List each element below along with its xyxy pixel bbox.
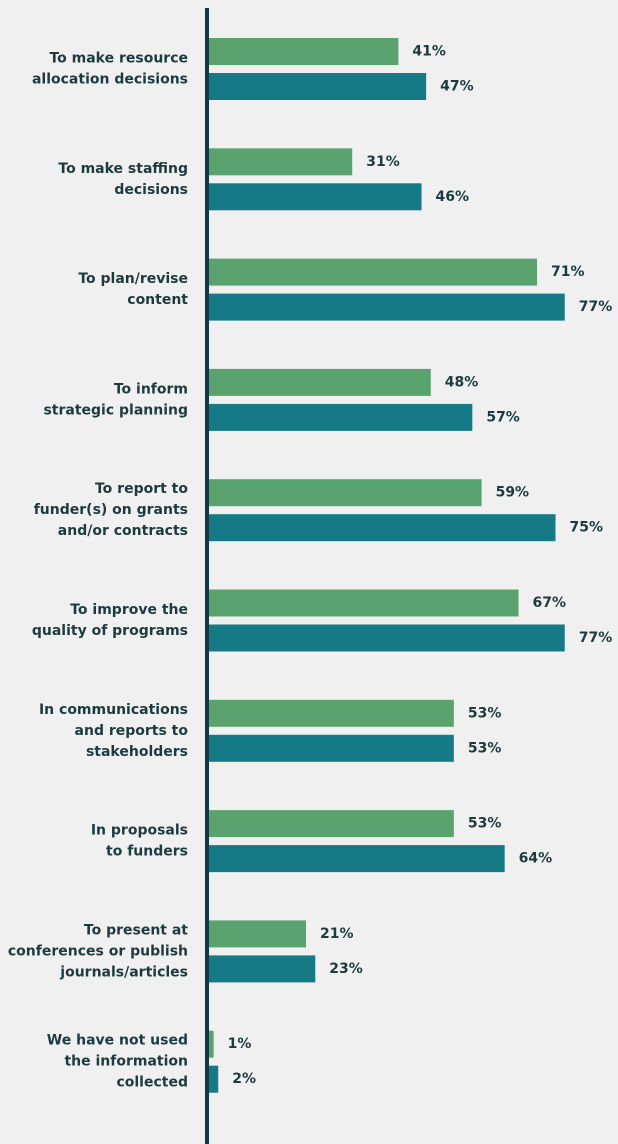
category-label: To make staffing decisions <box>58 161 188 198</box>
bar <box>209 73 427 100</box>
bar <box>209 920 307 948</box>
value-label: 71% <box>551 264 585 280</box>
value-label: 21% <box>320 926 354 942</box>
bar <box>209 38 399 65</box>
category-label: We have not used the information collected <box>47 1033 188 1091</box>
bar <box>209 734 454 762</box>
bar <box>209 293 565 321</box>
value-label: 59% <box>496 485 530 501</box>
category-label: To improve the quality of programs <box>32 602 188 639</box>
category-label: To plan/revise content <box>78 271 188 308</box>
category-label: In communications and reports to stakehold… <box>39 702 188 760</box>
bar <box>209 1030 214 1058</box>
bar <box>209 845 505 873</box>
value-label: 57% <box>486 409 520 425</box>
bar <box>209 183 422 211</box>
value-label: 31% <box>366 154 400 170</box>
value-label: 47% <box>440 79 474 95</box>
bar <box>209 589 519 617</box>
category-label: To make resource allocation decisions <box>32 51 188 88</box>
bar <box>209 810 454 838</box>
category-label: To present at conferences or publish journ… <box>8 922 188 980</box>
bar <box>209 699 454 727</box>
value-label: 53% <box>468 705 502 721</box>
value-label: 48% <box>445 374 479 390</box>
value-label: 41% <box>412 44 446 60</box>
value-label: 75% <box>570 520 604 536</box>
bar <box>209 955 316 983</box>
bar <box>209 514 556 542</box>
bar <box>209 148 353 176</box>
value-label: 77% <box>579 299 613 315</box>
value-label: 53% <box>468 740 502 756</box>
value-label: 46% <box>436 189 470 205</box>
value-label: 23% <box>329 961 363 977</box>
value-label: 64% <box>519 851 553 867</box>
bar <box>209 1065 219 1093</box>
value-label: 67% <box>533 595 567 611</box>
category-label: In proposals to funders <box>91 823 188 860</box>
bar <box>209 368 431 396</box>
category-label: To inform strategic planning <box>43 381 188 418</box>
category-label: To report to funder(s) on grants and/or co… <box>34 481 189 539</box>
value-label: 1% <box>228 1036 252 1052</box>
bar <box>209 258 538 286</box>
bar <box>209 624 565 652</box>
value-label: 77% <box>579 630 613 646</box>
bar <box>209 403 473 431</box>
value-label: 53% <box>468 816 502 832</box>
bar <box>209 479 482 507</box>
value-label: 2% <box>232 1071 256 1087</box>
